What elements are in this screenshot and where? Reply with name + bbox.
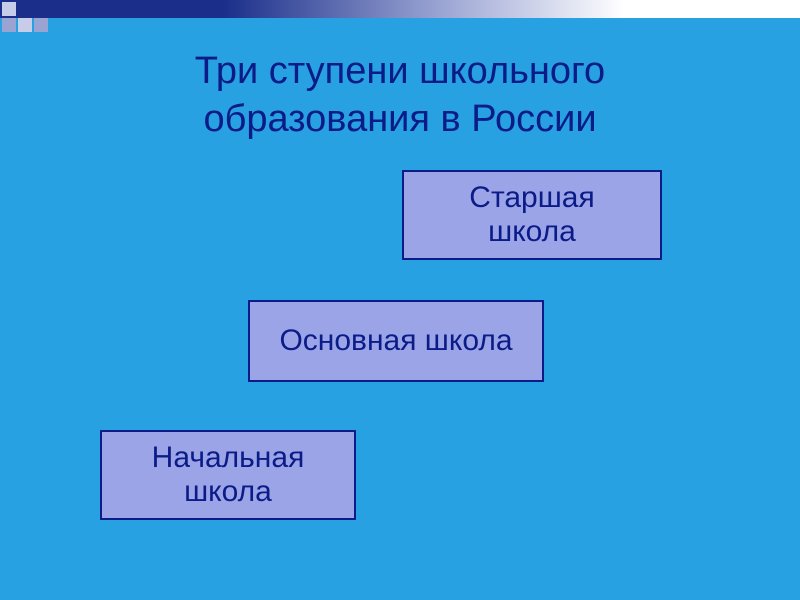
slide: Три ступени школьного образования в Росс…: [0, 0, 800, 600]
square: [2, 18, 16, 32]
square: [18, 18, 32, 32]
square: [18, 2, 32, 16]
square: [2, 2, 16, 16]
box-label-line2: школа: [184, 475, 272, 508]
square: [34, 2, 48, 16]
title-line1: Три ступени школьного: [195, 50, 605, 92]
box-main-school: Основная школа: [248, 300, 544, 382]
box-label-line2: школа: [488, 215, 576, 248]
title-line2: образования в России: [203, 98, 596, 140]
slide-title: Три ступени школьного образования в Росс…: [0, 48, 800, 143]
box-primary-school: Начальная школа: [100, 430, 356, 520]
box-label: Старшая школа: [469, 181, 594, 250]
box-label: Начальная школа: [152, 441, 305, 510]
box-label-line1: Начальная: [152, 441, 305, 474]
corner-squares: [2, 2, 48, 32]
box-label: Основная школа: [279, 324, 512, 359]
box-senior-school: Старшая школа: [402, 170, 662, 260]
gradient-bar: [0, 0, 800, 18]
box-label-line1: Старшая: [469, 181, 594, 214]
square: [34, 18, 48, 32]
top-decoration: [0, 0, 800, 26]
box-label-line1: Основная школа: [279, 324, 512, 357]
